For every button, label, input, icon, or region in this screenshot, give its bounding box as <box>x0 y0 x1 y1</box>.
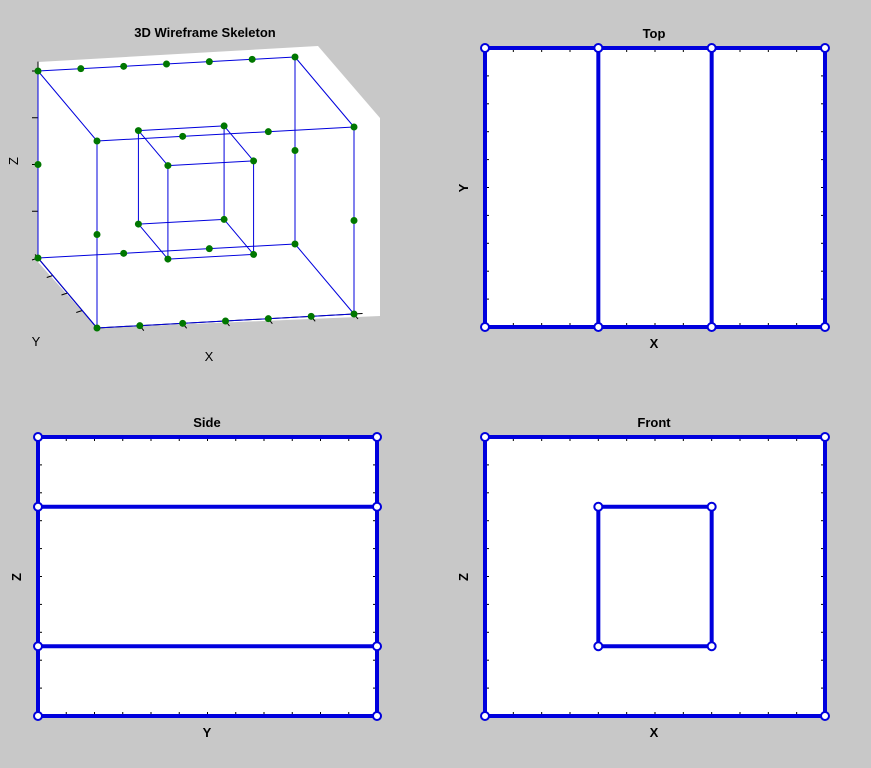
x-axis-label-front: X <box>650 725 659 740</box>
y-axis-label-side: Z <box>9 573 24 581</box>
chart-title-3d: 3D Wireframe Skeleton <box>134 25 276 40</box>
side-plot-content <box>34 433 381 720</box>
node-3d <box>35 255 42 262</box>
chart-title-top: Top <box>643 26 666 41</box>
front-node <box>708 642 716 650</box>
side-plot-area <box>38 437 377 716</box>
side-node <box>373 503 381 511</box>
front-node <box>821 712 829 720</box>
side-node <box>34 433 42 441</box>
front-plot-content <box>481 433 829 720</box>
side-view-panel: Side Y Z <box>9 415 381 740</box>
y-tick-3d <box>76 311 82 313</box>
y-tick-3d <box>62 293 68 295</box>
front-plot-area <box>485 437 825 716</box>
node-3d <box>120 63 127 70</box>
y-axis-label-3d: Y <box>32 334 41 349</box>
plot-area-3d <box>38 46 380 328</box>
front-node <box>481 712 489 720</box>
top-plot-area <box>485 48 825 327</box>
node-3d <box>135 221 142 228</box>
node-3d <box>250 157 257 164</box>
top-plot-content <box>481 44 829 331</box>
node-3d <box>351 311 358 318</box>
node-3d <box>250 251 257 258</box>
side-node <box>373 712 381 720</box>
top-view-panel: Top X Y <box>456 26 829 351</box>
top-node <box>594 323 602 331</box>
y-axis-label-top: Y <box>456 183 471 192</box>
node-3d <box>179 133 186 140</box>
node-3d <box>164 256 171 263</box>
side-node <box>373 433 381 441</box>
node-3d <box>265 315 272 322</box>
node-3d <box>221 122 228 129</box>
side-node <box>34 642 42 650</box>
node-3d <box>35 161 42 168</box>
front-node <box>708 503 716 511</box>
node-3d <box>136 322 143 329</box>
x-axis-label-side: Y <box>203 725 212 740</box>
node-3d <box>249 56 256 63</box>
node-3d <box>206 245 213 252</box>
front-node <box>821 433 829 441</box>
chart-title-side: Side <box>193 415 220 430</box>
node-3d <box>292 147 299 154</box>
chart-title-front: Front <box>637 415 671 430</box>
node-3d <box>135 127 142 134</box>
node-3d <box>164 162 171 169</box>
node-3d <box>179 320 186 327</box>
top-node <box>708 323 716 331</box>
side-node <box>373 642 381 650</box>
x-axis-label-3d: X <box>205 349 214 364</box>
side-node <box>34 503 42 511</box>
top-node <box>594 44 602 52</box>
top-node <box>821 323 829 331</box>
node-3d <box>222 318 229 325</box>
node-3d <box>94 325 101 332</box>
node-3d <box>292 241 299 248</box>
top-node <box>481 323 489 331</box>
node-3d <box>77 65 84 72</box>
node-3d <box>94 231 101 238</box>
front-view-panel: Front X Z <box>456 415 829 740</box>
node-3d <box>221 216 228 223</box>
top-node <box>821 44 829 52</box>
node-3d <box>308 313 315 320</box>
node-3d <box>351 217 358 224</box>
y-axis-label-front: Z <box>456 573 471 581</box>
side-node <box>34 712 42 720</box>
top-node <box>708 44 716 52</box>
node-3d <box>206 58 213 65</box>
wireframe-3d-panel: 3D Wireframe Skeleton X Y Z <box>6 25 380 364</box>
x-axis-label-top: X <box>650 336 659 351</box>
node-3d <box>351 124 358 131</box>
front-node <box>594 642 602 650</box>
node-3d <box>292 54 299 61</box>
node-3d <box>163 61 170 68</box>
front-node <box>594 503 602 511</box>
node-3d <box>35 68 42 75</box>
front-node <box>481 433 489 441</box>
top-node <box>481 44 489 52</box>
z-axis-label-3d: Z <box>6 157 21 165</box>
node-3d <box>120 250 127 257</box>
node-3d <box>94 138 101 145</box>
node-3d <box>265 128 272 135</box>
